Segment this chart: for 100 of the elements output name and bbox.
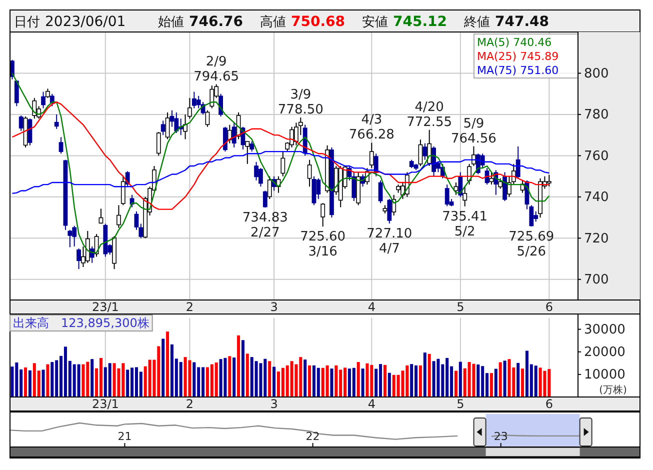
bar — [508, 359, 511, 397]
candlestick — [498, 178, 503, 190]
text: MA(5) 740.46 — [477, 36, 552, 49]
candlestick — [85, 230, 90, 264]
annotation: 727.10 4/7 — [366, 226, 412, 257]
bar — [241, 340, 244, 397]
bar — [166, 332, 170, 397]
candlestick — [58, 136, 64, 154]
candlestick — [316, 178, 321, 200]
candlestick — [422, 142, 428, 160]
candlestick — [546, 174, 552, 187]
annotation: 735.41 5/2 — [442, 209, 488, 240]
y-tick-label: 740 — [584, 190, 609, 206]
x-tick-label: 5 — [456, 397, 464, 412]
bar — [538, 368, 542, 397]
candlestick — [223, 126, 228, 152]
bar — [50, 362, 54, 397]
bar — [184, 357, 187, 397]
candlestick — [267, 176, 272, 200]
x-tick-label: 23/1 — [92, 300, 119, 314]
bar — [77, 364, 80, 397]
bar — [259, 363, 262, 397]
bar — [334, 365, 338, 397]
text: MA(75) 751.60 — [477, 64, 559, 77]
x-tick-label: 5 — [456, 300, 464, 314]
x-tick-label: 23 — [494, 430, 508, 443]
bar — [454, 370, 458, 397]
bar — [99, 358, 102, 397]
candlestick — [174, 112, 179, 134]
candlestick — [427, 129, 432, 166]
y-tick-label: 800 — [584, 66, 609, 82]
annotation: 5/9 764.56 — [450, 116, 496, 146]
candlestick — [280, 151, 286, 177]
x-tick-label: 4 — [368, 397, 376, 412]
candlestick — [444, 184, 450, 207]
y-tick-label: 30000 — [584, 322, 626, 338]
x-tick-label: 22 — [306, 430, 320, 443]
bar — [82, 364, 85, 397]
bar — [418, 365, 422, 397]
text: 日付 2023/06/01 — [14, 14, 126, 30]
chart-title: 出来高 123,895,300株 — [13, 316, 150, 330]
annotation: 734.83 2/27 — [242, 210, 288, 241]
candlestick — [462, 186, 468, 207]
x-tick-label: 23/1 — [92, 397, 119, 412]
bar — [516, 362, 520, 397]
bar — [214, 362, 218, 397]
bar — [192, 362, 196, 397]
x-tick-label: 3 — [270, 300, 278, 314]
bar — [188, 360, 192, 397]
bar — [237, 335, 240, 397]
bar — [232, 358, 236, 397]
bar — [10, 366, 14, 397]
bar — [219, 359, 222, 397]
bar — [148, 360, 152, 397]
bar — [330, 368, 334, 397]
bar — [304, 360, 307, 397]
candlestick — [116, 204, 121, 228]
candlestick — [369, 142, 374, 169]
bar — [494, 368, 498, 397]
candlestick — [205, 110, 210, 128]
candlestick — [210, 85, 214, 109]
text: 高値 750.68 — [260, 14, 346, 30]
annotation: 725.69 5/26 — [508, 229, 554, 260]
candlestick — [165, 112, 170, 140]
candlestick — [392, 194, 396, 216]
x-tick-label: 6 — [545, 397, 553, 412]
candlestick — [262, 190, 268, 208]
candlestick — [489, 172, 494, 186]
text: 始値 746.76 — [158, 14, 244, 30]
candlestick — [46, 88, 50, 98]
bar — [246, 354, 249, 397]
candlestick — [320, 202, 326, 228]
bar — [468, 362, 471, 397]
x-tick-label: 6 — [545, 300, 553, 314]
bar — [90, 359, 94, 397]
candlestick — [41, 91, 46, 109]
annotation: 4/20 772.55 — [406, 100, 452, 130]
bar — [396, 374, 400, 397]
candlestick — [120, 176, 126, 206]
bar — [268, 361, 272, 397]
bar — [432, 361, 436, 397]
bar — [316, 368, 320, 397]
bar — [272, 366, 276, 397]
bar — [472, 364, 476, 397]
candlestick — [68, 229, 72, 248]
x-tick-label: 4 — [368, 300, 376, 314]
candlestick — [312, 176, 316, 206]
candlestick — [98, 208, 104, 224]
bar — [28, 370, 32, 397]
candlestick — [502, 172, 507, 202]
y-tick-label: 10000 — [584, 368, 626, 383]
candlestick — [307, 159, 312, 188]
annotation: 4/3 766.28 — [348, 112, 394, 143]
candlestick — [480, 153, 485, 169]
candlestick — [227, 124, 232, 144]
bar — [308, 365, 312, 397]
candlestick — [387, 198, 392, 224]
bar — [42, 370, 45, 397]
bar — [224, 358, 227, 397]
bar — [228, 356, 232, 397]
